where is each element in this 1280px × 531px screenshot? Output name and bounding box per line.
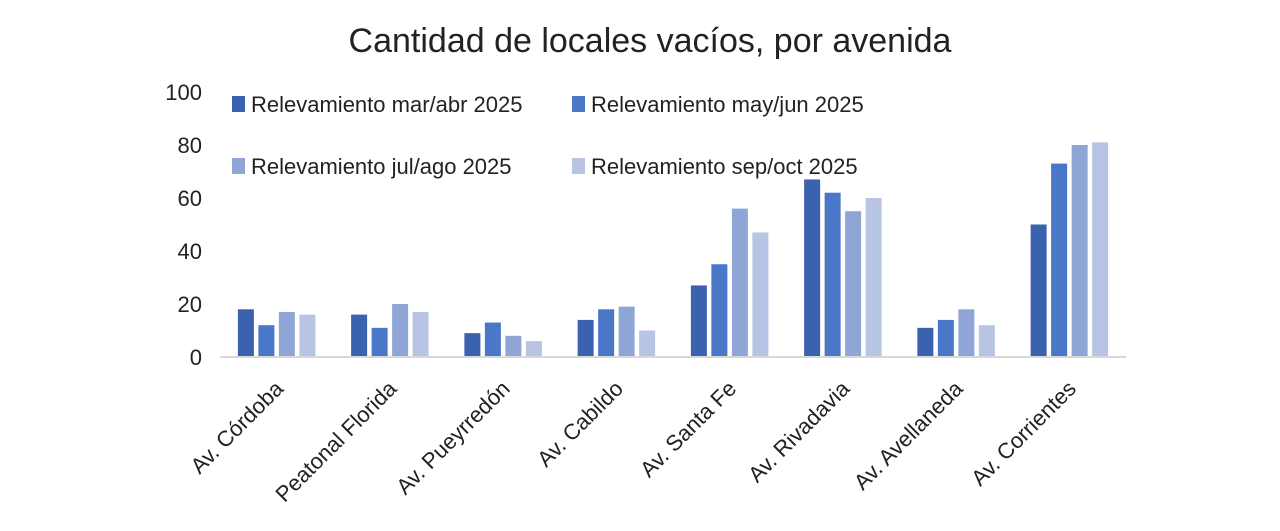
bar (525, 341, 542, 357)
bar (917, 327, 934, 357)
legend: Relevamiento mar/abr 2025 Relevamiento ma… (232, 92, 864, 179)
bar (845, 211, 862, 357)
bar (258, 325, 275, 357)
bar (752, 232, 769, 357)
legend-swatch (572, 158, 585, 174)
bar (577, 319, 594, 357)
legend-label: Relevamiento jul/ago 2025 (251, 154, 512, 179)
bar (1092, 142, 1109, 357)
x-tick-label: Peatonal Florida (270, 375, 402, 507)
bar (278, 311, 295, 357)
x-tick-label: Av. Santa Fe (635, 376, 741, 482)
bar (351, 314, 368, 357)
bar (1071, 145, 1088, 357)
y-tick-label: 100 (165, 80, 202, 105)
bar (824, 192, 841, 357)
bar (690, 285, 707, 357)
bar (505, 335, 522, 357)
y-tick-label: 60 (178, 186, 202, 211)
bars-group (237, 142, 1109, 357)
y-tick-label: 20 (178, 292, 202, 317)
bar (598, 309, 615, 357)
x-tick-label: Av. Pueyrredón (391, 376, 514, 499)
bar (731, 208, 748, 357)
bar (392, 304, 409, 357)
y-tick-label: 40 (178, 239, 202, 264)
legend-label: Relevamiento may/jun 2025 (591, 92, 864, 117)
chart-title: Cantidad de locales vacíos, por avenida (349, 22, 952, 60)
legend-swatch (232, 158, 245, 174)
bar (464, 333, 481, 357)
bar (484, 322, 501, 357)
bar (958, 309, 975, 357)
x-tick-label: Av. Córdoba (185, 375, 288, 478)
x-tick-label: Av. Cabildo (532, 376, 628, 472)
bar (865, 198, 882, 357)
y-axis-ticks: 0 20 40 60 80 100 (165, 80, 202, 370)
bar (978, 325, 995, 357)
bar (1030, 224, 1047, 357)
x-tick-label: Av. Corrientes (966, 376, 1081, 491)
bar (1051, 163, 1068, 357)
x-tick-label: Av. Rivadavia (743, 375, 855, 487)
bar (299, 314, 316, 357)
legend-swatch (572, 96, 585, 112)
bar (937, 319, 954, 357)
bar (711, 264, 728, 357)
y-tick-label: 80 (178, 133, 202, 158)
bar (237, 309, 254, 357)
legend-label: Relevamiento sep/oct 2025 (591, 154, 858, 179)
bar (639, 330, 656, 357)
bar (804, 179, 821, 357)
legend-swatch (232, 96, 245, 112)
y-tick-label: 0 (190, 345, 202, 370)
bar (371, 327, 388, 357)
bar (412, 311, 429, 357)
legend-label: Relevamiento mar/abr 2025 (251, 92, 522, 117)
x-tick-label: Av. Avellaneda (849, 375, 968, 494)
bar (618, 306, 635, 357)
